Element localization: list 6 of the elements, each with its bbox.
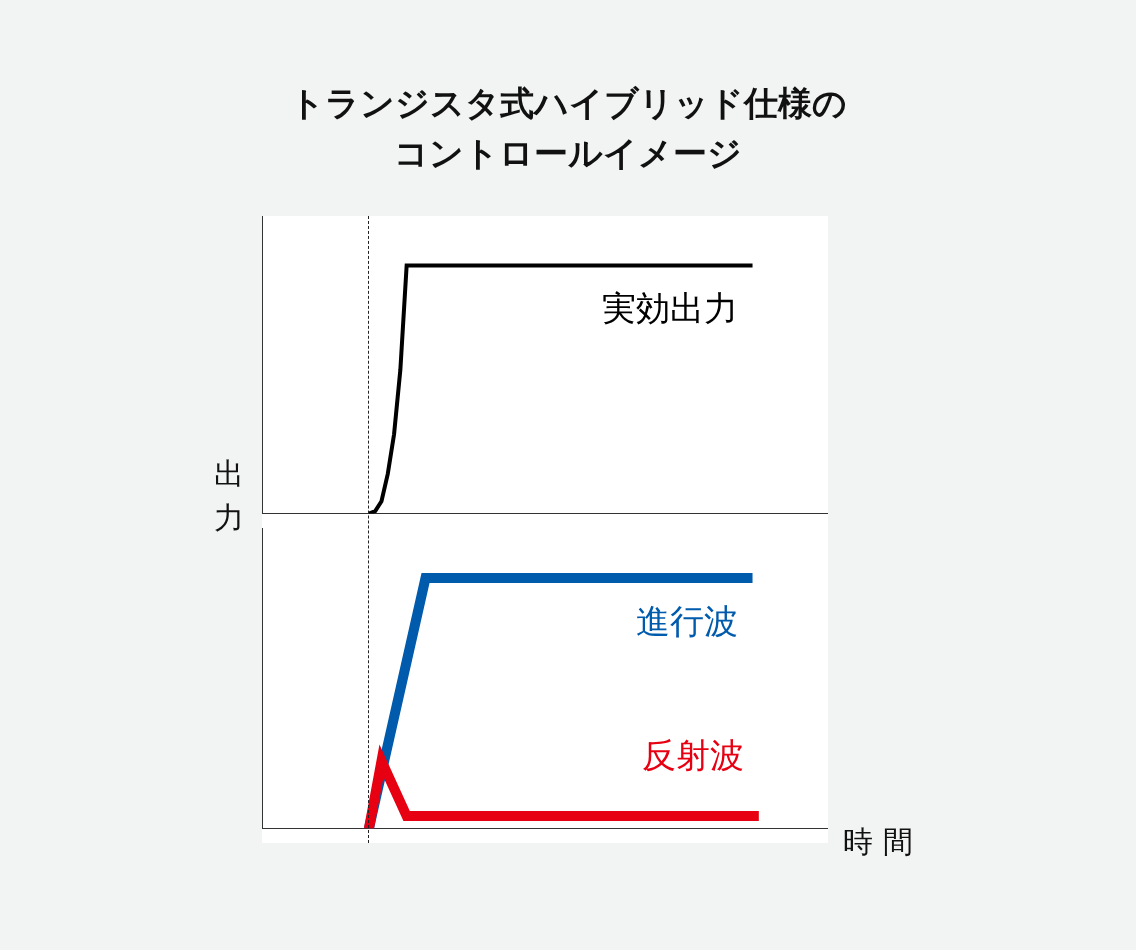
x-axis-title: 時 間 [843, 823, 913, 861]
series-label: 進行波 [635, 600, 738, 641]
series-label: 反射波 [641, 734, 744, 775]
series-label: 実効出力 [601, 288, 738, 329]
chart-title: トランジスタ式ハイブリッド仕様のコントロールイメージ [288, 82, 848, 175]
y-axis-title: 出力 [214, 455, 244, 537]
